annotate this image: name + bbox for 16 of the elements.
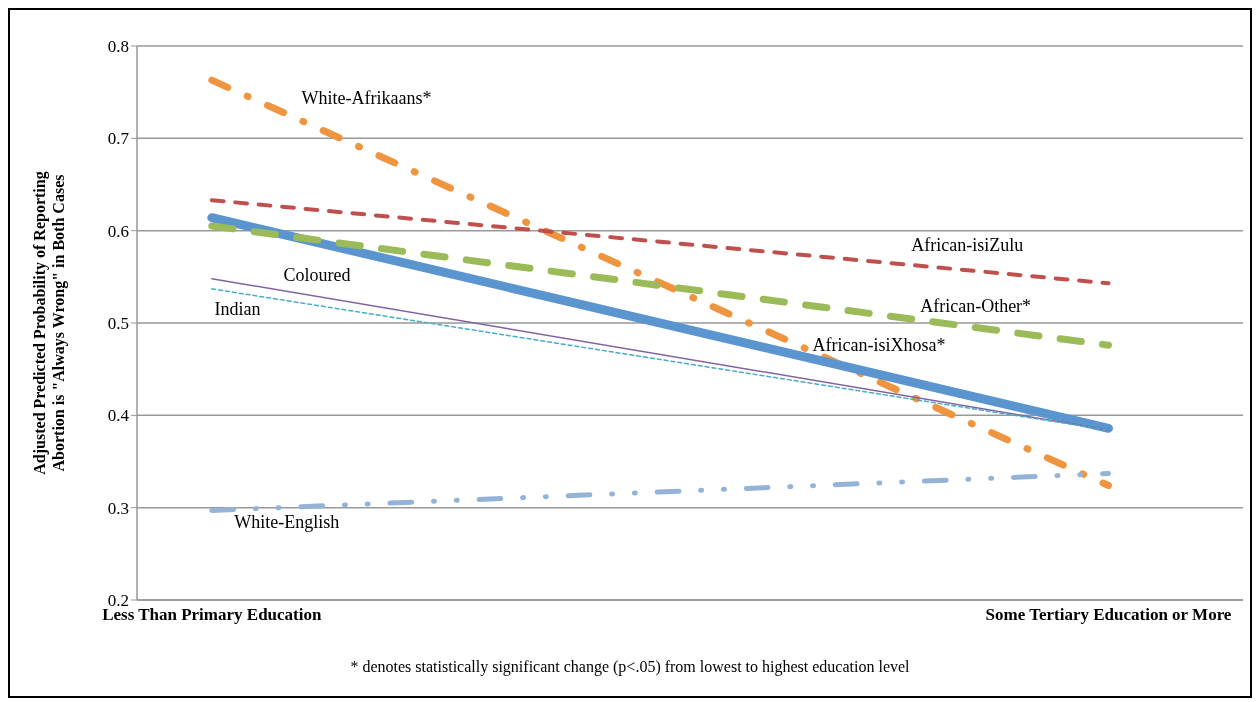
y-tick-label: 0.3 xyxy=(107,498,129,518)
text: * denotes statistically significant change (p<.05) from lowest to highest education level xyxy=(349,658,911,676)
y-tick-label: 0.4 xyxy=(107,406,130,426)
series-label: African-Other* xyxy=(920,296,1032,317)
y-tick-label: 0.5 xyxy=(107,314,129,334)
x-tick-label: Some Tertiary Education or More xyxy=(985,605,1232,625)
series-label: White-English xyxy=(234,511,340,532)
y-tick-label: 0.6 xyxy=(107,221,129,241)
series-label: Indian xyxy=(214,299,261,320)
series-label: African-isiXhosa* xyxy=(812,334,946,355)
series-label: White-Afrikaans* xyxy=(301,87,432,108)
y-axis-title: Adjusted Predicted Probability of Reporting Abortion is "Always Wrong" in Both Cases xyxy=(31,171,68,475)
series-label: Coloured xyxy=(283,264,351,285)
y-tick-label: 0.8 xyxy=(107,37,129,57)
y-tick-label: 0.7 xyxy=(107,129,130,149)
series-label: African-isiZulu xyxy=(911,235,1024,256)
